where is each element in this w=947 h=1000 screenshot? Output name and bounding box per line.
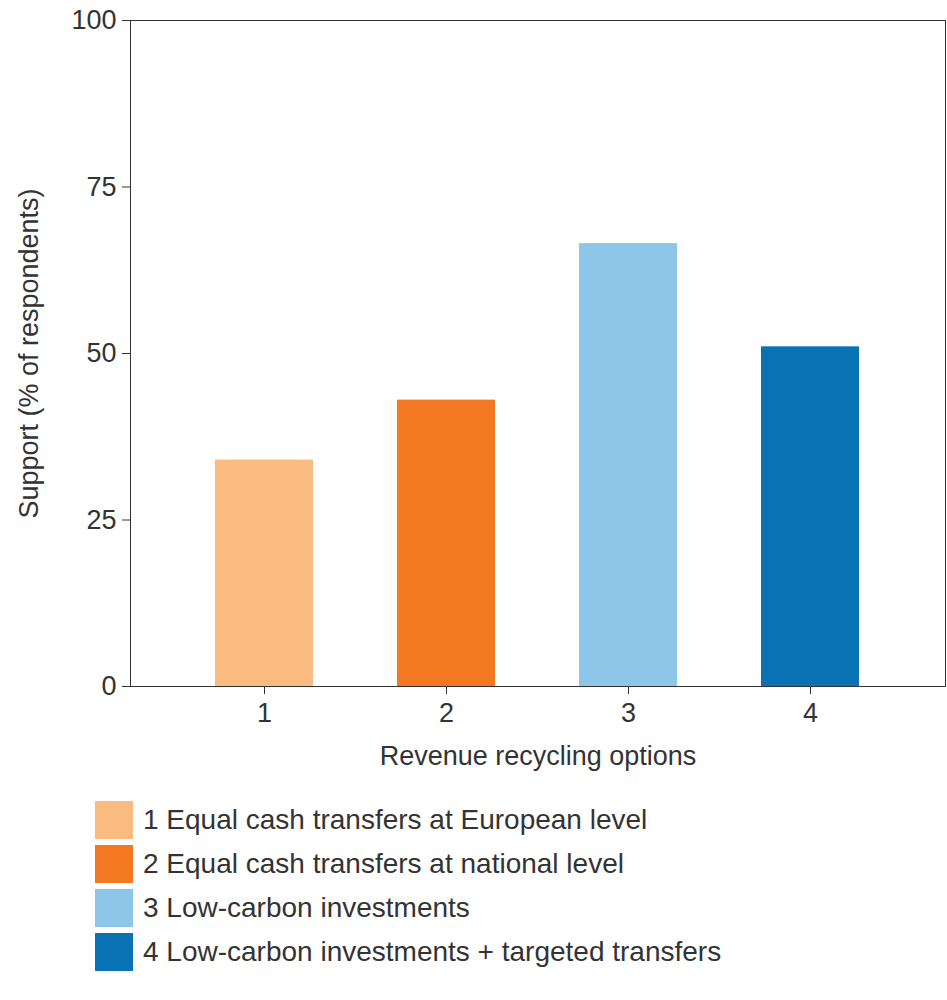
svg-text:0: 0 [101, 671, 116, 701]
svg-text:75: 75 [86, 172, 116, 202]
svg-text:25: 25 [86, 505, 116, 535]
svg-text:2: 2 [439, 698, 454, 728]
svg-text:1: 1 [257, 698, 272, 728]
svg-text:Revenue recycling options: Revenue recycling options [380, 741, 697, 771]
svg-text:100: 100 [71, 5, 116, 35]
html-text:1 Equal cash transfers at Euro: 1 Equal cash transfers at European level [143, 804, 648, 835]
svg-text:50: 50 [86, 338, 116, 368]
html-text:4 Low-carbon investments + tar: 4 Low-carbon investments + targeted tran… [143, 936, 722, 967]
svg-text:3: 3 [621, 698, 636, 728]
html-text:2 Equal cash transfers at nati: 2 Equal cash transfers at national level [143, 848, 624, 879]
html-text:3 Low-carbon investments: 3 Low-carbon investments [143, 892, 470, 923]
svg-text:Support (% of respondents): Support (% of respondents) [14, 188, 44, 518]
svg-text:4: 4 [803, 698, 818, 728]
